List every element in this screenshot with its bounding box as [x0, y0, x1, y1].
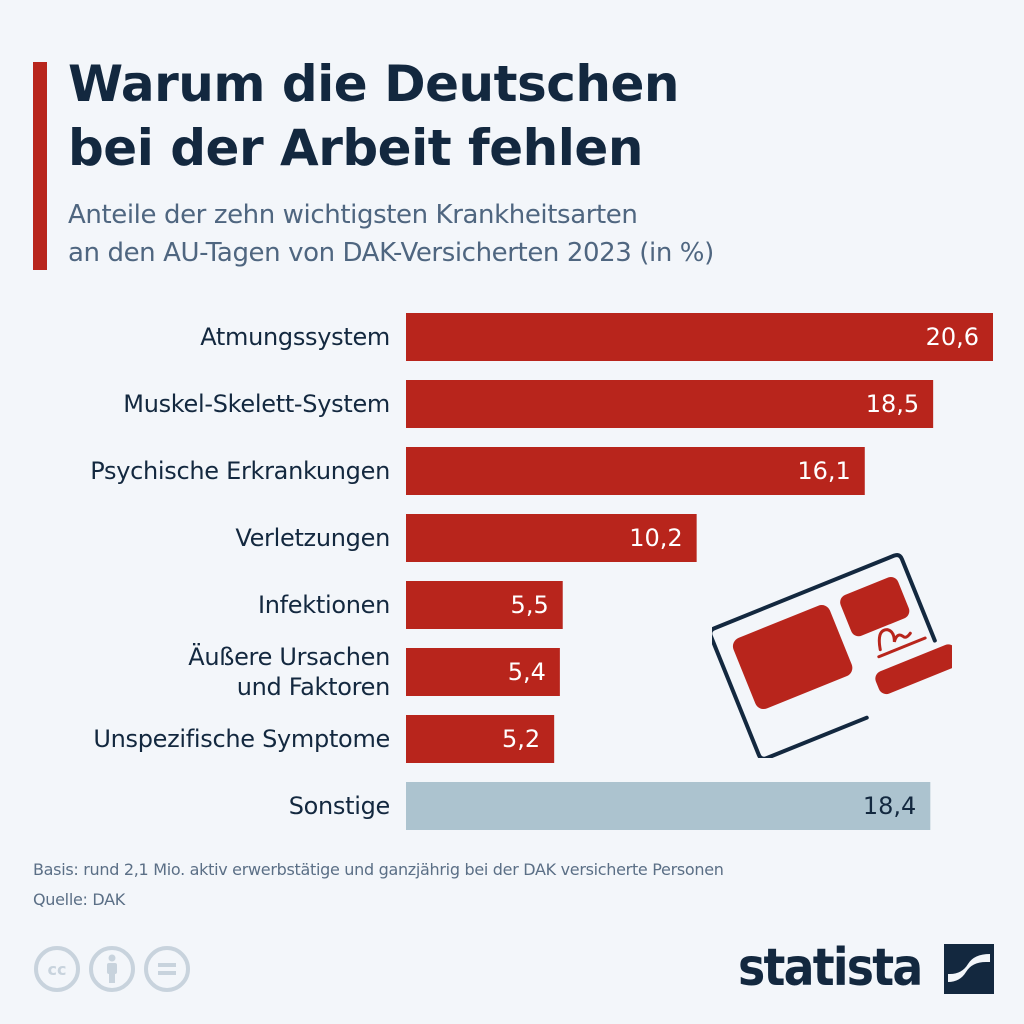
- bar: [406, 313, 993, 361]
- data-label: 5,2: [502, 725, 540, 753]
- bar: [406, 380, 934, 428]
- category-label: Äußere Ursachen: [188, 642, 390, 671]
- category-label: Unspezifische Symptome: [93, 725, 390, 753]
- bar-chart: 20,6 Atmungssystem 18,5 Muskel-Skelett-Syst…: [90, 313, 993, 830]
- data-label: 20,6: [926, 323, 979, 351]
- bar: [406, 447, 865, 495]
- bar-group: 5,5 Infektionen: [258, 581, 563, 629]
- statista-logo[interactable]: statista: [738, 938, 994, 998]
- statista-logo-mark-icon: [944, 944, 994, 994]
- bar-group: 18,5 Muskel-Skelett-System: [123, 380, 934, 428]
- category-label: Muskel-Skelett-System: [123, 390, 390, 418]
- bar-group: 16,1 Psychische Erkrankungen: [90, 447, 865, 495]
- logo-text: statista: [738, 938, 923, 998]
- data-label: 18,4: [863, 792, 916, 820]
- bar: [406, 782, 931, 830]
- chart-subtitle: Anteile der zehn wichtigsten Krankheitsa…: [68, 196, 968, 272]
- subtitle-line-1: Anteile der zehn wichtigsten Krankheitsa…: [68, 200, 638, 230]
- data-label: 18,5: [866, 390, 919, 418]
- category-label: und Faktoren: [237, 673, 390, 701]
- bar: [406, 715, 555, 763]
- bar: [406, 514, 697, 562]
- sick-note-card-icon: [708, 548, 960, 761]
- svg-text:cc: cc: [48, 960, 67, 979]
- data-label: 16,1: [797, 457, 850, 485]
- no-derivatives-icon[interactable]: [143, 945, 191, 993]
- title-accent-bar: [33, 62, 47, 270]
- chart-notes: Basis: rund 2,1 Mio. aktiv erwerbstätige…: [33, 855, 724, 915]
- category-label: Sonstige: [289, 792, 390, 820]
- category-label: Psychische Erkrankungen: [90, 457, 390, 485]
- bar: [406, 581, 563, 629]
- category-label: Infektionen: [258, 591, 390, 619]
- source-note: Quelle: DAK: [33, 890, 125, 909]
- category-label: Verletzungen: [235, 524, 390, 552]
- title-line-2: bei der Arbeit fehlen: [68, 119, 643, 177]
- bar-group: 10,2 Verletzungen: [235, 514, 697, 562]
- title-line-1: Warum die Deutschen: [68, 55, 680, 113]
- attribution-icon[interactable]: [88, 945, 136, 993]
- cc-icon[interactable]: cc: [33, 945, 81, 993]
- license-icons: cc: [33, 945, 191, 993]
- chart-title: Warum die Deutschen bei der Arbeit fehle…: [68, 52, 968, 180]
- basis-note: Basis: rund 2,1 Mio. aktiv erwerbstätige…: [33, 860, 724, 879]
- bar-group: 20,6 Atmungssystem: [200, 313, 993, 361]
- data-label: 5,5: [511, 591, 549, 619]
- data-label: 10,2: [629, 524, 682, 552]
- bar: [406, 648, 560, 696]
- bar-group: 18,4 Sonstige: [289, 782, 931, 830]
- subtitle-line-2: an den AU-Tagen von DAK-Versicherten 202…: [68, 238, 714, 268]
- data-label: 5,4: [508, 658, 546, 686]
- bar-group: 5,2 Unspezifische Symptome: [93, 715, 555, 763]
- category-label: Atmungssystem: [200, 323, 390, 351]
